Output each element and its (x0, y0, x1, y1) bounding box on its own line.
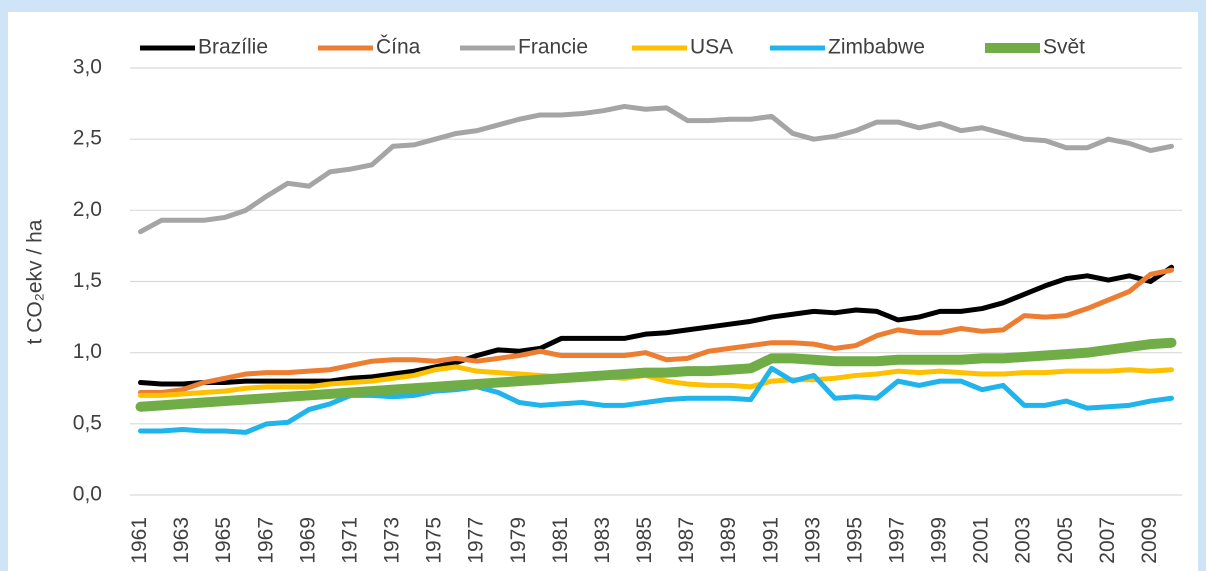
x-tick-label: 2001 (970, 517, 993, 564)
x-tick-label: 1961 (128, 517, 151, 564)
x-tick-label: 1973 (381, 517, 404, 564)
legend-label: Svět (1043, 36, 1085, 59)
series-line (138, 364, 1174, 398)
legend-label: Francie (518, 36, 588, 59)
x-tick-label: 2003 (1012, 517, 1035, 564)
y-tick-label: 1,5 (73, 269, 102, 292)
x-tick-label: 2007 (1096, 517, 1119, 564)
y-axis-label: t CO₂ekv / ha (24, 219, 47, 344)
x-tick-label: 1989 (717, 517, 740, 564)
x-tick-label: 1995 (843, 517, 866, 564)
x-tick-label: 1987 (675, 517, 698, 564)
series-line (138, 365, 1174, 435)
x-tick-label: 1981 (549, 517, 572, 564)
y-tick-label: 1,0 (73, 340, 102, 363)
x-tick-label: 1979 (507, 517, 530, 564)
x-tick-label: 1963 (170, 517, 193, 564)
x-tick-label: 2009 (1138, 517, 1161, 564)
legend-label: USA (690, 36, 733, 59)
y-tick-label: 0,5 (73, 411, 102, 434)
x-tick-label: 1985 (633, 517, 656, 564)
x-tick-label: 1991 (759, 517, 782, 564)
x-tick-label: 2005 (1054, 517, 1077, 564)
x-tick-label: 1965 (212, 517, 235, 564)
series-line (138, 264, 1174, 387)
x-tick-label: 1993 (801, 517, 824, 564)
x-tick-label: 1999 (928, 517, 951, 564)
x-tick-label: 1997 (886, 517, 909, 564)
x-tick-label: 1969 (296, 517, 319, 564)
x-tick-label: 1967 (254, 517, 277, 564)
x-tick-label: 1975 (423, 517, 446, 564)
legend-label: Brazílie (198, 36, 268, 59)
series-line (135, 337, 1177, 412)
x-tick-label: 1977 (465, 517, 488, 564)
y-tick-label: 0,0 (73, 483, 102, 506)
y-tick-label: 3,0 (73, 56, 102, 79)
series-line (138, 267, 1174, 396)
y-tick-label: 2,5 (73, 127, 102, 150)
x-tick-label: 1971 (338, 517, 361, 564)
y-tick-label: 2,0 (73, 198, 102, 221)
x-tick-label: 1983 (591, 517, 614, 564)
chart-panel (8, 12, 1198, 571)
legend-label: Zimbabwe (828, 36, 925, 59)
series-line (138, 103, 1174, 235)
legend-label: Čína (376, 36, 421, 59)
